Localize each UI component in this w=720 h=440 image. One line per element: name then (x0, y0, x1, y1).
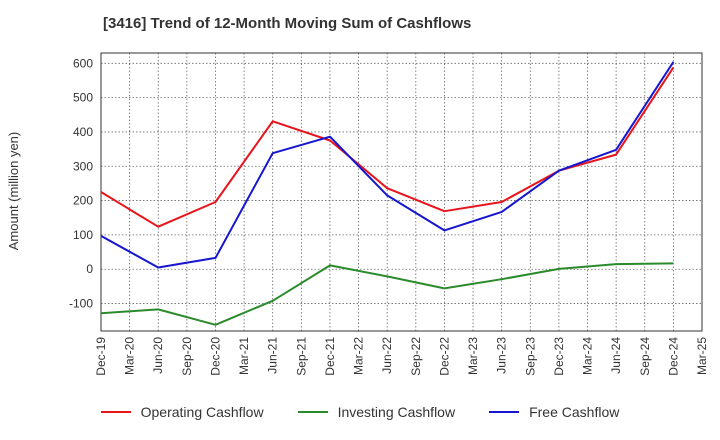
legend-swatch (297, 411, 328, 413)
free-cashflow-line (100, 61, 675, 269)
legend-label: Operating Cashflow (140, 404, 264, 420)
x-tick-label: Jun-21 (266, 337, 280, 374)
legend-swatch (489, 411, 520, 413)
x-tick-label: Dec-19 (94, 337, 108, 376)
series-layer (100, 61, 675, 326)
axis-layer: Dec-19 Mar-20 Jun-20 Sep-20 Dec-20 Mar-21 Jun-… (69, 52, 709, 376)
x-tick-label: Sep-23 (523, 337, 537, 376)
y-tick-label: 400 (73, 125, 93, 139)
x-tick-label: Dec-24 (666, 337, 680, 376)
legend-label: Investing Cashflow (337, 404, 456, 420)
x-tick-label: Dec-23 (552, 337, 566, 376)
x-tick-label: Jun-20 (151, 337, 165, 374)
y-tick-label: 200 (73, 194, 93, 208)
y-tick-label: 500 (73, 91, 93, 105)
y-tick-label: 600 (73, 56, 93, 70)
x-tick-label: Mar-24 (581, 337, 595, 375)
x-tick-label: Sep-20 (180, 337, 194, 376)
x-tick-label: Mar-23 (466, 337, 480, 375)
x-tick-label: Mar-21 (237, 337, 251, 375)
x-tick-label: Mar-20 (123, 337, 137, 375)
y-tick-label: 100 (73, 228, 93, 242)
y-axis-label: Amount (million yen) (6, 132, 21, 251)
x-tick-label: Jun-23 (495, 337, 509, 374)
x-tick-label: Dec-22 (437, 337, 451, 376)
operating-cashflow-line (100, 66, 675, 228)
y-tick-label: -100 (69, 297, 93, 311)
y-tick-label: 300 (73, 159, 93, 173)
legend-item-free-cashflow: Free Cashflow (489, 404, 619, 420)
legend: Operating Cashflow Investing Cashflow Free… (0, 404, 720, 420)
legend-item-operating-cashflow: Operating Cashflow (100, 404, 264, 420)
chart-title: [3416] Trend of 12-Month Moving Sum of C… (103, 15, 472, 32)
x-tick-label: Dec-20 (208, 337, 222, 376)
x-tick-label: Sep-22 (409, 337, 423, 376)
legend-label: Free Cashflow (529, 404, 620, 420)
x-tick-label: Jun-24 (609, 337, 623, 374)
grid-layer (100, 53, 703, 331)
x-tick-label: Dec-21 (323, 337, 337, 376)
x-tick-label: Mar-22 (352, 337, 366, 375)
x-tick-label: Sep-24 (638, 337, 652, 376)
legend-item-investing-cashflow: Investing Cashflow (297, 404, 456, 420)
investing-cashflow-line (100, 262, 674, 326)
x-tick-label: Jun-22 (380, 337, 394, 374)
legend-swatch (100, 411, 131, 413)
y-tick-label: 0 (86, 262, 93, 276)
plot-frame (100, 52, 703, 332)
x-tick-label: Sep-21 (294, 337, 308, 376)
x-tick-label: Mar-25 (695, 337, 709, 375)
